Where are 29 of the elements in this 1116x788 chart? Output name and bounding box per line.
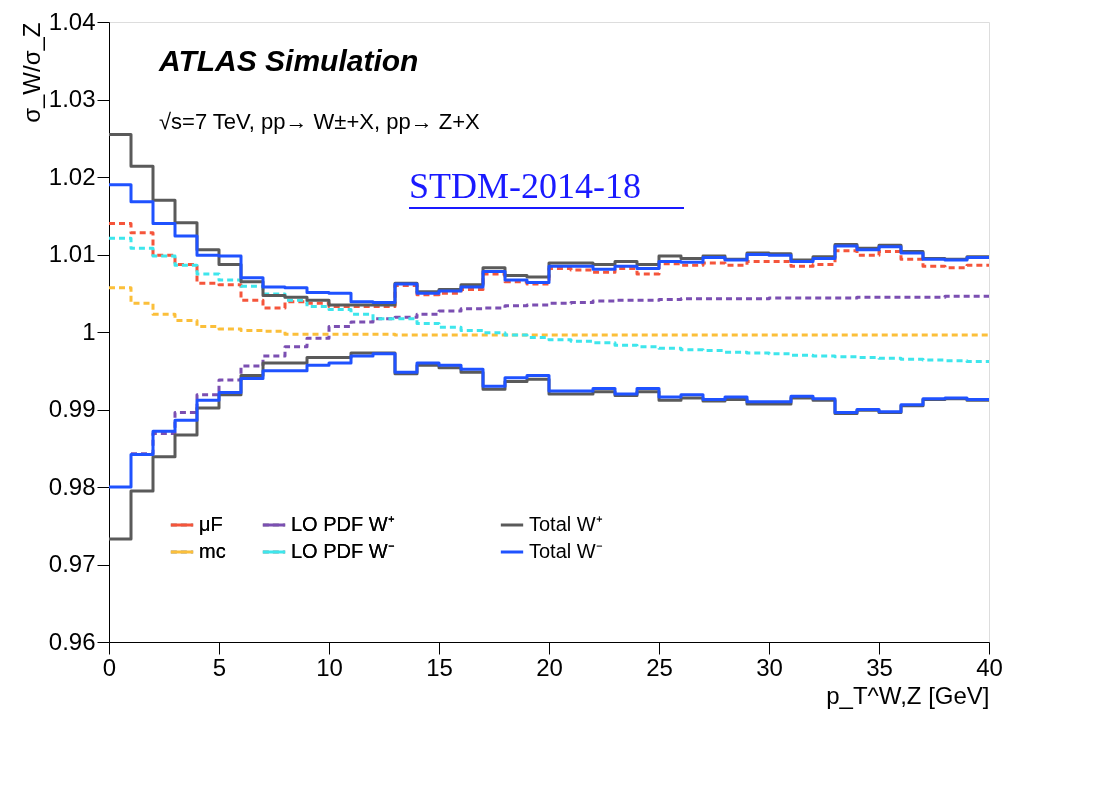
y-axis-title: σ_W/σ_Z [17, 22, 45, 123]
x-tick-label: 15 [426, 653, 453, 681]
x-tick-label: 30 [756, 653, 783, 681]
x-tick-label: 35 [866, 653, 893, 681]
x-tick-label: 10 [316, 653, 343, 681]
y-tick-label: 0.97 [48, 550, 96, 577]
annotation: ATLAS Simulation [158, 44, 419, 77]
y-tick-label: 1 [82, 317, 96, 345]
legend-label: mc [199, 540, 226, 562]
legend-label: μF [199, 513, 223, 535]
annotation: √s=7 TeV, pp→ W±+X, pp→ Z+X [159, 109, 481, 134]
x-tick-label: 25 [646, 653, 673, 681]
y-tick-label: 0.96 [48, 627, 96, 655]
legend-label: Total W⁻ [529, 540, 603, 562]
legend-label: LO PDF W⁺ [291, 513, 395, 535]
x-tick-label: 20 [536, 653, 563, 681]
y-tick-label: 1.04 [48, 7, 96, 35]
legend-label: Total W⁺ [529, 513, 603, 535]
y-tick-label: 1.01 [48, 240, 96, 267]
y-tick-label: 0.98 [48, 472, 96, 500]
y-tick-label: 1.03 [48, 85, 96, 112]
x-tick-label: 5 [212, 653, 227, 681]
annotation: STDM-2014-18 [409, 166, 641, 206]
legend-label: LO PDF W⁻ [291, 540, 395, 562]
y-tick-label: 0.99 [48, 395, 96, 422]
x-tick-label: 40 [976, 653, 1003, 681]
y-tick-label: 1.02 [48, 162, 96, 190]
x-tick-label: 0 [102, 653, 117, 681]
x-axis-title: p_T^W,Z [GeV] [826, 681, 990, 709]
